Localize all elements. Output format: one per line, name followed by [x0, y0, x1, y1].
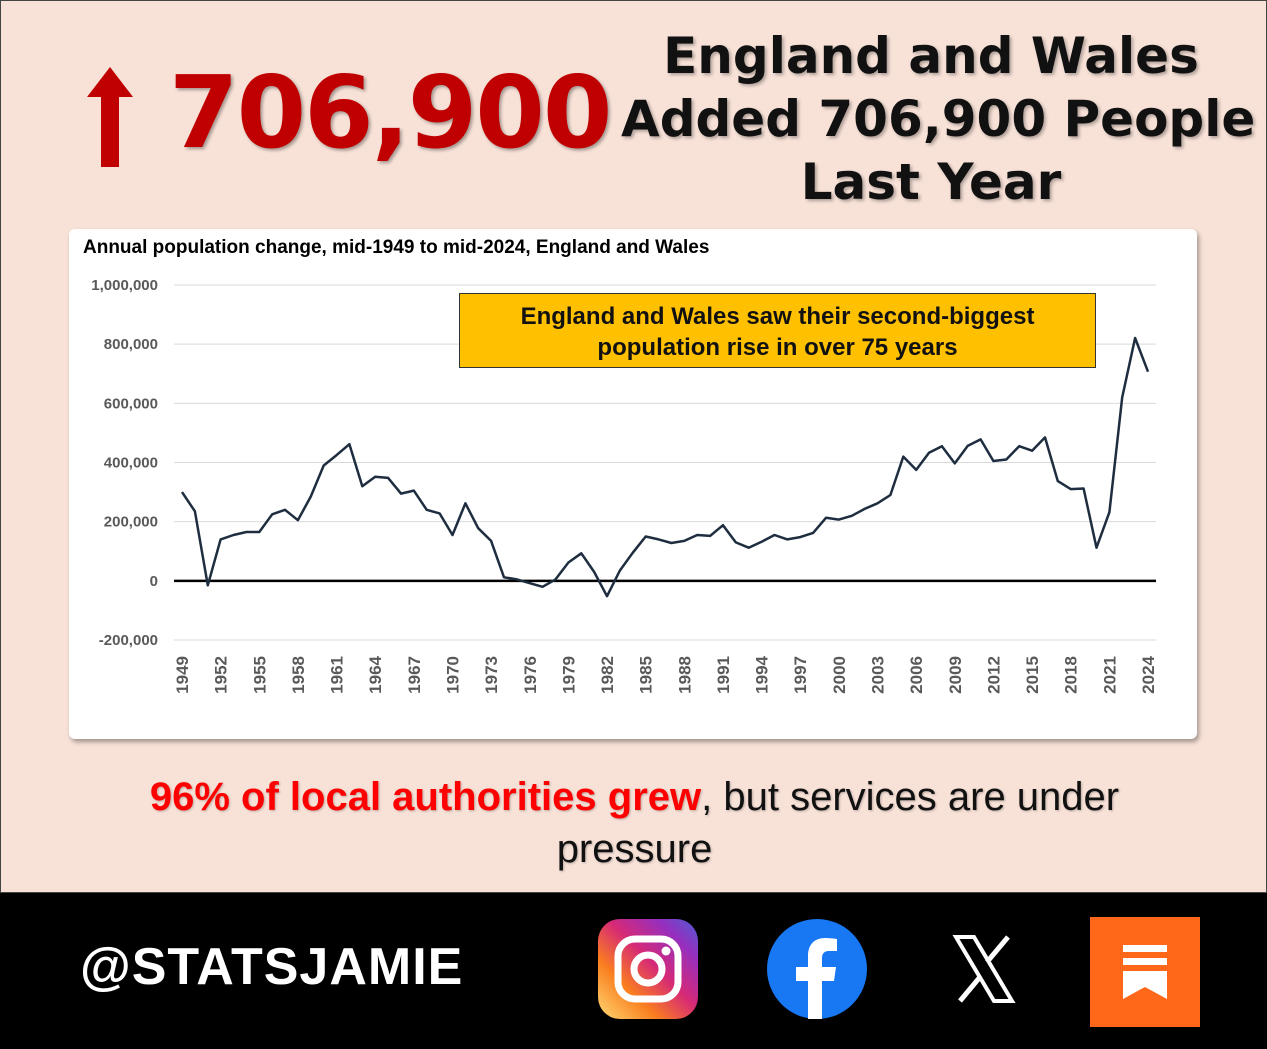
caption: 96% of local authorities grew, but servi…	[41, 771, 1228, 875]
x-icon[interactable]	[934, 919, 1034, 1019]
facebook-icon[interactable]	[767, 919, 867, 1019]
callout-box: England and Wales saw their second-bigge…	[459, 293, 1096, 368]
chart-card: Annual population change, mid-1949 to mi…	[69, 229, 1197, 739]
x-tick-label: 1955	[250, 656, 269, 694]
caption-line-2: pressure	[556, 827, 713, 871]
social-handle[interactable]: @STATSJAMIE	[80, 938, 464, 996]
x-tick-label: 1991	[714, 656, 733, 694]
y-tick-label: 400,000	[104, 455, 158, 472]
x-tick-label: 1949	[173, 656, 192, 694]
y-tick-label: 800,000	[104, 336, 158, 353]
footer-bar: @STATSJAMIE	[0, 893, 1267, 1049]
x-tick-label: 1979	[559, 656, 578, 694]
callout-line-2: population rise in over 75 years	[597, 334, 958, 361]
up-arrow-icon	[87, 67, 133, 167]
x-tick-label: 2000	[830, 656, 849, 694]
x-tick-label: 2024	[1139, 655, 1158, 693]
population-change-line	[180, 336, 1150, 598]
y-tick-label: 600,000	[104, 395, 158, 412]
x-tick-label: 2003	[869, 656, 888, 694]
x-tick-label: 1967	[405, 656, 424, 694]
headline-line-3: Last Year	[800, 153, 1062, 211]
x-tick-label: 2015	[1023, 656, 1042, 694]
x-tick-label: 1985	[637, 656, 656, 694]
infographic-panel: 706,900 England and Wales Added 706,900 …	[0, 0, 1267, 893]
chart-title: Annual population change, mid-1949 to mi…	[83, 237, 710, 258]
x-tick-label: 1973	[482, 656, 501, 694]
y-tick-label: -200,000	[99, 632, 158, 649]
substack-icon[interactable]	[1090, 917, 1200, 1027]
y-tick-label: 0	[150, 573, 158, 590]
x-tick-label: 1982	[598, 656, 617, 694]
y-tick-label: 200,000	[104, 514, 158, 531]
x-tick-label: 1958	[289, 656, 308, 694]
x-tick-label: 2018	[1062, 656, 1081, 694]
y-tick-label: 1,000,000	[91, 277, 158, 294]
headline-line-2: Added 706,900 People	[621, 90, 1256, 148]
x-tick-label: 1976	[521, 656, 540, 694]
x-tick-label: 1964	[366, 655, 385, 693]
headline: England and Wales Added 706,900 People L…	[621, 25, 1256, 214]
x-tick-label: 2021	[1100, 656, 1119, 694]
x-tick-label: 1988	[675, 656, 694, 694]
x-tick-label: 1997	[791, 656, 810, 694]
x-tick-label: 1994	[753, 655, 772, 693]
caption-highlight: 96% of local authorities grew	[149, 775, 702, 819]
big-number: 706,900	[169, 54, 612, 171]
x-tick-label: 2009	[946, 656, 965, 694]
instagram-icon[interactable]	[598, 919, 698, 1019]
headline-line-1: England and Wales	[663, 27, 1199, 85]
x-tick-label: 2006	[907, 656, 926, 694]
x-tick-label: 1952	[212, 656, 231, 694]
caption-rest: , but services are under	[701, 775, 1120, 819]
x-tick-label: 1970	[443, 656, 462, 694]
x-tick-label: 2012	[984, 656, 1003, 694]
x-tick-label: 1961	[328, 656, 347, 694]
callout-line-1: England and Wales saw their second-bigge…	[520, 303, 1035, 330]
